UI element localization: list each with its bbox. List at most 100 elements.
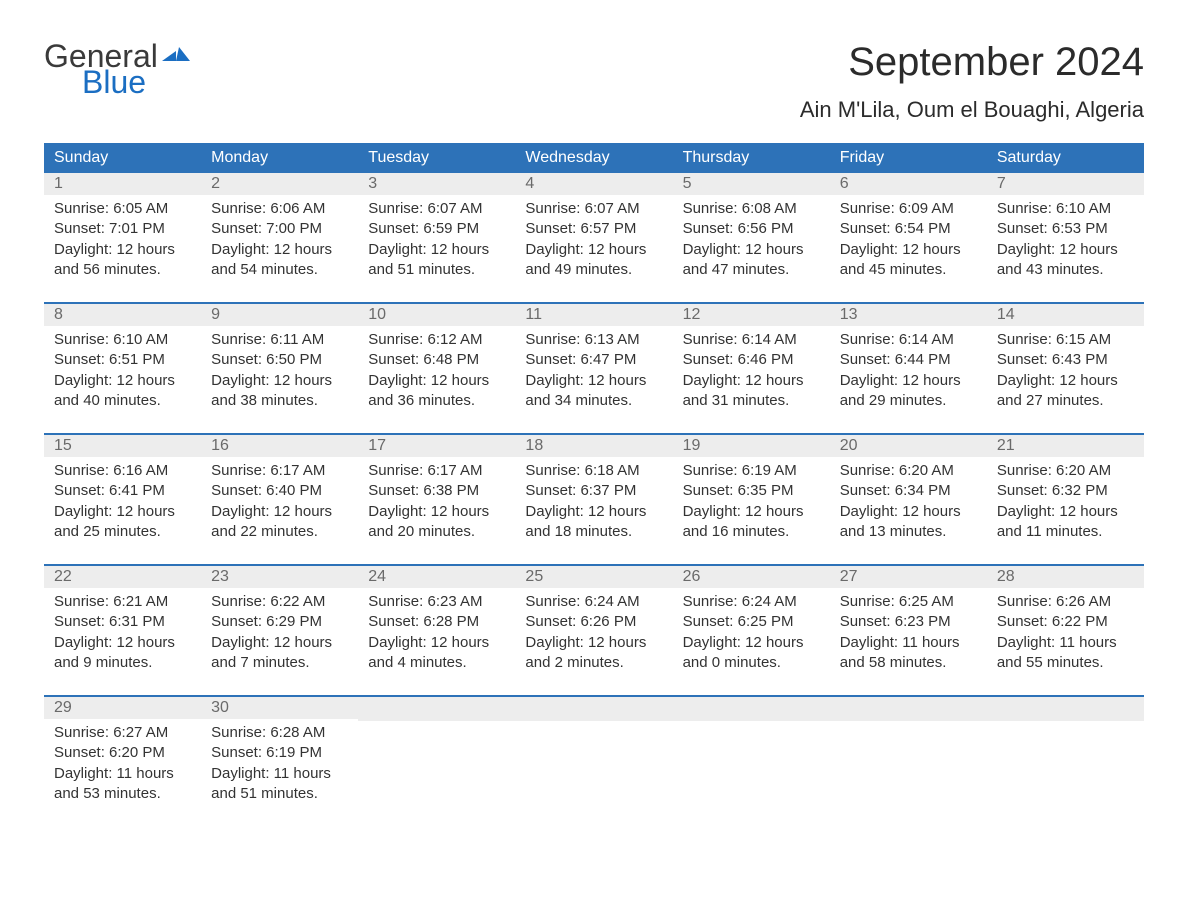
- sunset-line: Sunset: 6:34 PM: [840, 481, 981, 501]
- sunrise-line: Sunrise: 6:11 AM: [211, 330, 352, 350]
- daylight-line-2: and 18 minutes.: [525, 522, 666, 542]
- day-number: 7: [987, 173, 1144, 195]
- day-number: 15: [44, 435, 201, 457]
- sunset-line: Sunset: 6:54 PM: [840, 219, 981, 239]
- sunset-line: Sunset: 7:01 PM: [54, 219, 195, 239]
- sunset-line: Sunset: 6:25 PM: [683, 612, 824, 632]
- sunrise-line: Sunrise: 6:28 AM: [211, 723, 352, 743]
- day-cell: [358, 697, 515, 804]
- daylight-line-2: and 54 minutes.: [211, 260, 352, 280]
- day-header: Saturday: [987, 143, 1144, 173]
- sunrise-line: Sunrise: 6:14 AM: [840, 330, 981, 350]
- sunrise-line: Sunrise: 6:20 AM: [997, 461, 1138, 481]
- sunrise-line: Sunrise: 6:14 AM: [683, 330, 824, 350]
- day-number: 27: [830, 566, 987, 588]
- empty-day: [358, 697, 515, 721]
- sunset-line: Sunset: 6:26 PM: [525, 612, 666, 632]
- day-cell: 21 Sunrise: 6:20 AMSunset: 6:32 PMDayligh…: [987, 435, 1144, 542]
- day-cell: 20Sunrise: 6:20 AMSunset: 6:34 PMDayligh…: [830, 435, 987, 542]
- day-number: 22: [44, 566, 201, 588]
- day-cell: 17Sunrise: 6:17 AMSunset: 6:38 PMDayligh…: [358, 435, 515, 542]
- day-number: 10: [358, 304, 515, 326]
- day-body: Sunrise: 6:10 AMSunset: 6:51 PMDaylight:…: [50, 330, 195, 411]
- day-body: Sunrise: 6:14 AMSunset: 6:44 PMDaylight:…: [836, 330, 981, 411]
- sunrise-line: Sunrise: 6:12 AM: [368, 330, 509, 350]
- daylight-line-1: Daylight: 12 hours: [683, 502, 824, 522]
- day-number: 29: [44, 697, 201, 719]
- empty-day: [987, 697, 1144, 721]
- day-body: Sunrise: 6:17 AMSunset: 6:38 PMDaylight:…: [364, 461, 509, 542]
- sunset-line: Sunset: 6:53 PM: [997, 219, 1138, 239]
- sunrise-line: Sunrise: 6:10 AM: [997, 199, 1138, 219]
- day-number: 21: [987, 435, 1144, 457]
- day-body: Sunrise: 6:21 AMSunset: 6:31 PMDaylight:…: [50, 592, 195, 673]
- sunset-line: Sunset: 7:00 PM: [211, 219, 352, 239]
- sunrise-line: Sunrise: 6:25 AM: [840, 592, 981, 612]
- day-cell: [830, 697, 987, 804]
- daylight-line-1: Daylight: 12 hours: [840, 502, 981, 522]
- day-number: 18: [515, 435, 672, 457]
- daylight-line-1: Daylight: 12 hours: [997, 502, 1138, 522]
- daylight-line-2: and 4 minutes.: [368, 653, 509, 673]
- day-number: 5: [673, 173, 830, 195]
- daylight-line-1: Daylight: 11 hours: [54, 764, 195, 784]
- sunrise-line: Sunrise: 6:17 AM: [368, 461, 509, 481]
- day-body: Sunrise: 6:16 AMSunset: 6:41 PMDaylight:…: [50, 461, 195, 542]
- day-number: 12: [673, 304, 830, 326]
- sunset-line: Sunset: 6:37 PM: [525, 481, 666, 501]
- day-cell: [987, 697, 1144, 804]
- day-body: Sunrise: 6:24 AMSunset: 6:25 PMDaylight:…: [679, 592, 824, 673]
- day-number: 23: [201, 566, 358, 588]
- daylight-line-1: Daylight: 12 hours: [997, 371, 1138, 391]
- day-cell: 13Sunrise: 6:14 AMSunset: 6:44 PMDayligh…: [830, 304, 987, 411]
- header: General Blue September 2024 Ain M'Lila, …: [44, 40, 1144, 137]
- day-body: Sunrise: 6:23 AMSunset: 6:28 PMDaylight:…: [364, 592, 509, 673]
- sunrise-line: Sunrise: 6:23 AM: [368, 592, 509, 612]
- day-body: Sunrise: 6:20 AMSunset: 6:32 PMDaylight:…: [993, 461, 1138, 542]
- daylight-line-1: Daylight: 11 hours: [211, 764, 352, 784]
- day-body: Sunrise: 6:20 AMSunset: 6:34 PMDaylight:…: [836, 461, 981, 542]
- day-number: 2: [201, 173, 358, 195]
- daylight-line-1: Daylight: 12 hours: [525, 371, 666, 391]
- daylight-line-2: and 22 minutes.: [211, 522, 352, 542]
- daylight-line-2: and 27 minutes.: [997, 391, 1138, 411]
- day-cell: 7Sunrise: 6:10 AMSunset: 6:53 PMDaylight…: [987, 173, 1144, 280]
- daylight-line-1: Daylight: 12 hours: [368, 371, 509, 391]
- day-header: Wednesday: [515, 143, 672, 173]
- sunset-line: Sunset: 6:48 PM: [368, 350, 509, 370]
- sunrise-line: Sunrise: 6:26 AM: [997, 592, 1138, 612]
- sunrise-line: Sunrise: 6:13 AM: [525, 330, 666, 350]
- day-number: 14: [987, 304, 1144, 326]
- title-block: September 2024 Ain M'Lila, Oum el Bouagh…: [800, 40, 1144, 137]
- daylight-line-1: Daylight: 12 hours: [368, 502, 509, 522]
- sunset-line: Sunset: 6:47 PM: [525, 350, 666, 370]
- daylight-line-2: and 47 minutes.: [683, 260, 824, 280]
- sunset-line: Sunset: 6:40 PM: [211, 481, 352, 501]
- sunset-line: Sunset: 6:19 PM: [211, 743, 352, 763]
- daylight-line-1: Daylight: 12 hours: [683, 371, 824, 391]
- day-cell: 23 Sunrise: 6:22 AMSunset: 6:29 PMDayligh…: [201, 566, 358, 673]
- daylight-line-2: and 58 minutes.: [840, 653, 981, 673]
- day-cell: 10 Sunrise: 6:12 AMSunset: 6:48 PMDayligh…: [358, 304, 515, 411]
- sunrise-line: Sunrise: 6:24 AM: [683, 592, 824, 612]
- daylight-line-2: and 43 minutes.: [997, 260, 1138, 280]
- day-number: 28: [987, 566, 1144, 588]
- daylight-line-1: Daylight: 12 hours: [840, 371, 981, 391]
- sunrise-line: Sunrise: 6:20 AM: [840, 461, 981, 481]
- day-body: Sunrise: 6:18 AMSunset: 6:37 PMDaylight:…: [521, 461, 666, 542]
- sunrise-line: Sunrise: 6:16 AM: [54, 461, 195, 481]
- sunset-line: Sunset: 6:44 PM: [840, 350, 981, 370]
- daylight-line-2: and 2 minutes.: [525, 653, 666, 673]
- day-body: Sunrise: 6:05 AMSunset: 7:01 PMDaylight:…: [50, 199, 195, 280]
- daylight-line-2: and 29 minutes.: [840, 391, 981, 411]
- sunrise-line: Sunrise: 6:06 AM: [211, 199, 352, 219]
- day-cell: 16Sunrise: 6:17 AMSunset: 6:40 PMDayligh…: [201, 435, 358, 542]
- day-number: 6: [830, 173, 987, 195]
- sunset-line: Sunset: 6:32 PM: [997, 481, 1138, 501]
- daylight-line-1: Daylight: 12 hours: [211, 633, 352, 653]
- day-body: Sunrise: 6:22 AMSunset: 6:29 PMDaylight:…: [207, 592, 352, 673]
- day-body: Sunrise: 6:15 AMSunset: 6:43 PMDaylight:…: [993, 330, 1138, 411]
- sunrise-line: Sunrise: 6:19 AM: [683, 461, 824, 481]
- sunrise-line: Sunrise: 6:27 AM: [54, 723, 195, 743]
- sunrise-line: Sunrise: 6:18 AM: [525, 461, 666, 481]
